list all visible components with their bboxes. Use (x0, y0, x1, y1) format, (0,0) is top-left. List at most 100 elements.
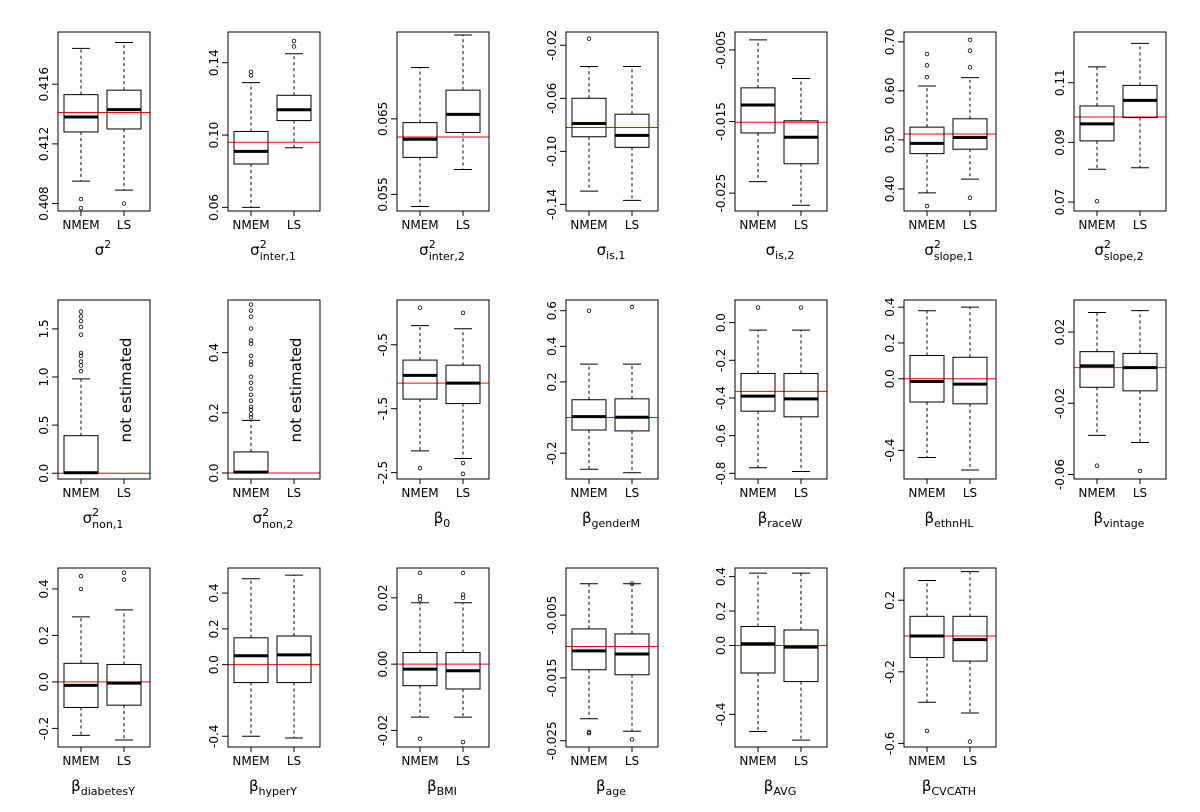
y-tick-label: 0.02 (376, 584, 390, 611)
outlier-point (248, 326, 254, 331)
iqr-box (783, 120, 819, 165)
y-tick-label: -0.02 (1053, 388, 1067, 419)
panel-frame (57, 567, 151, 748)
title-subscript: diabetesY (81, 785, 135, 798)
title-superscript: 2 (260, 238, 267, 251)
y-tick-label: 0.2 (37, 626, 51, 645)
panel-frame (57, 299, 151, 480)
panel-title: σ2 non,1 (83, 506, 124, 531)
title-subscript: AVG (773, 785, 796, 798)
title-subscript: inter,2 (429, 250, 465, 263)
box-ls (952, 571, 988, 744)
x-tick-label: NMEM (232, 218, 269, 232)
panel-frame (227, 31, 321, 212)
y-tick-label: 0.6 (545, 301, 559, 320)
box-ls (952, 306, 988, 471)
y-tick-label: 0.408 (37, 186, 51, 220)
x-tick-label: NMEM (62, 754, 99, 768)
outlier-point (78, 196, 84, 202)
x-tick-label: LS (456, 218, 470, 232)
panel-title: βdiabetesY (71, 777, 135, 798)
box-ls (1122, 310, 1158, 474)
panel-15: -0.2 0.0 0.2 0.4 NMEM LS βdiabetesY (37, 567, 151, 798)
panel-title: σ2 slope,2 (1094, 238, 1143, 263)
iqr-box (614, 113, 650, 148)
panel-9: 0.0 0.2 0.4 NMEM LS not estimated σ2 non,2 (207, 299, 321, 531)
x-tick-label: LS (963, 486, 977, 500)
outlier-point (248, 69, 254, 74)
box-nmem (909, 580, 945, 734)
panel-14: -0.06 -0.02 0.02 NMEM LS βvintage (1053, 299, 1167, 530)
outlier-point (417, 305, 423, 310)
outlier-point (248, 398, 254, 403)
outlier-point (629, 581, 635, 586)
outlier-point (78, 573, 84, 579)
box-ls (106, 41, 142, 206)
y-tick-label: -0.005 (545, 596, 559, 635)
outlier-point (78, 309, 84, 314)
panel-20: -0.6 -0.2 0.2 NMEM LS βCVCATH (883, 567, 997, 798)
y-tick-label: 0.02 (1053, 319, 1067, 346)
outlier-point (121, 577, 127, 582)
box-nmem (1079, 311, 1115, 468)
panel-10: -2.5 -1.5 -0.5 NMEM LS β0 (376, 299, 490, 530)
panel-frame (565, 567, 659, 748)
y-tick-label: 0.50 (883, 127, 897, 154)
y-tick-label: 0.11 (1053, 69, 1067, 96)
x-tick-label: NMEM (739, 754, 776, 768)
iqr-box (63, 94, 99, 133)
box-ls (783, 78, 819, 206)
title-superscript: 2 (934, 238, 941, 251)
y-tick-label: -0.025 (545, 721, 559, 760)
x-tick-label: LS (287, 218, 301, 232)
y-tick-label: 0.4 (545, 337, 559, 356)
panel-frame (396, 567, 490, 748)
y-tick-label: 0.40 (883, 176, 897, 203)
outlier-point (248, 302, 254, 307)
box-ls (614, 65, 650, 201)
outlier-point (798, 305, 804, 310)
y-tick-label: 0.5 (37, 416, 51, 435)
y-tick-label: 0.0 (37, 464, 51, 483)
iqr-box (276, 94, 312, 122)
outlier-point (248, 374, 254, 379)
title-base: σ (83, 509, 93, 527)
box-ls (106, 570, 142, 741)
x-tick-label: LS (287, 486, 301, 500)
title-base: β (582, 509, 592, 527)
y-tick-label: 0.4 (207, 343, 221, 362)
box-ls (445, 310, 481, 477)
outlier-point (78, 586, 84, 592)
outlier-point (967, 739, 973, 744)
iqr-box (909, 126, 945, 155)
y-tick-label: -0.4 (714, 386, 728, 409)
outlier-point (924, 728, 930, 734)
y-tick-label: -0.2 (883, 660, 897, 683)
iqr-box (952, 356, 988, 405)
box-ls (783, 305, 819, 472)
panel-frame (903, 567, 997, 748)
x-tick-label: LS (117, 754, 131, 768)
title-subscript: CVCATH (932, 785, 977, 798)
outlier-point (248, 386, 254, 391)
box-nmem (740, 572, 776, 733)
box-ls (614, 304, 650, 474)
outlier-point (460, 310, 466, 315)
outlier-point (121, 570, 127, 575)
box-nmem (909, 51, 945, 209)
y-tick-label: 0.70 (883, 28, 897, 55)
y-tick-label: 0.06 (207, 194, 221, 221)
x-tick-label: NMEM (570, 218, 607, 232)
title-base: β (764, 777, 774, 795)
box-nmem (402, 570, 438, 741)
iqr-box (1079, 351, 1115, 388)
outlier-point (248, 314, 254, 319)
title-subscript: ethnHL (934, 517, 974, 530)
box-ls (952, 37, 988, 200)
x-tick-label: LS (794, 486, 808, 500)
y-tick-label: -0.6 (883, 732, 897, 755)
y-tick-label: 0.4 (207, 584, 221, 603)
x-tick-label: LS (456, 486, 470, 500)
y-tick-label: 0.2 (883, 591, 897, 610)
x-tick-label: NMEM (908, 218, 945, 232)
